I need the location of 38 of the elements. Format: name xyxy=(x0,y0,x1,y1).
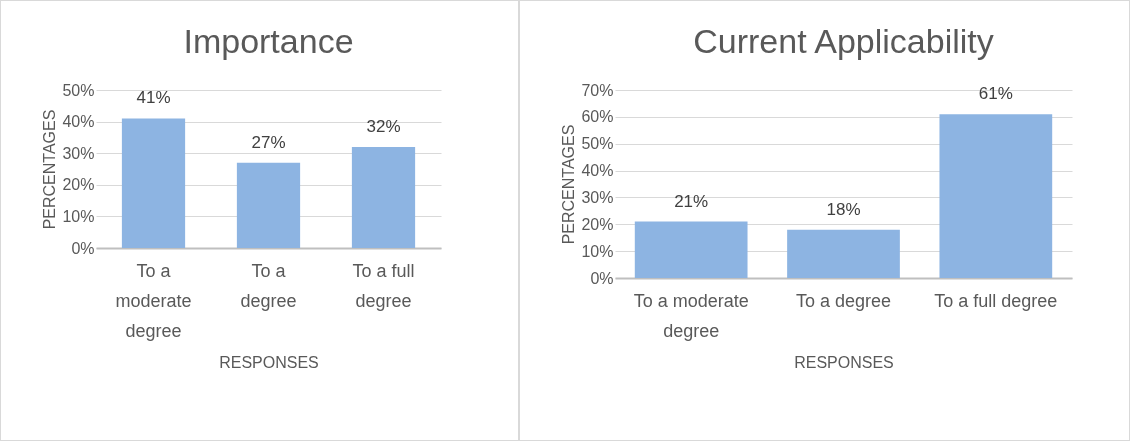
x-tick-label: To a degree xyxy=(795,290,892,311)
bar xyxy=(939,114,1053,278)
y-tick-label: 40% xyxy=(62,113,95,131)
x-axis-title: RESPONSES xyxy=(794,353,894,371)
chart-title: Current Applicability xyxy=(693,22,994,60)
y-axis-title: PERCENTAGES xyxy=(41,109,59,230)
y-tick-label: 0% xyxy=(71,239,95,257)
bar xyxy=(351,146,416,248)
x-axis-title: RESPONSES xyxy=(219,353,319,371)
bar xyxy=(634,221,748,278)
y-tick-label: 10% xyxy=(581,242,614,260)
y-tick-label: 40% xyxy=(581,162,614,180)
chart-title: Importance xyxy=(183,22,354,60)
data-label: 32% xyxy=(366,116,401,136)
data-label: 61% xyxy=(978,84,1013,104)
bar xyxy=(236,162,301,248)
bar xyxy=(787,229,900,278)
x-tick-label: To a full degree xyxy=(352,260,415,311)
x-tick-label: To a moderate degree xyxy=(633,290,749,341)
bar xyxy=(121,118,186,248)
y-tick-label: 20% xyxy=(581,215,614,233)
x-tick-label: To a degree xyxy=(240,260,297,311)
x-tick-label: To a full degree xyxy=(934,290,1058,311)
data-label: 18% xyxy=(826,199,861,219)
y-tick-label: 60% xyxy=(581,108,614,126)
x-tick-label: To a moderate degree xyxy=(115,260,192,341)
y-axis-title: PERCENTAGES xyxy=(560,124,578,245)
y-tick-label: 50% xyxy=(581,135,614,153)
y-tick-label: 0% xyxy=(590,269,614,287)
y-tick-label: 70% xyxy=(581,81,614,99)
data-label: 27% xyxy=(251,132,286,152)
y-tick-label: 30% xyxy=(581,188,614,206)
data-label: 41% xyxy=(136,88,171,108)
y-tick-label: 30% xyxy=(62,144,95,162)
y-tick-label: 20% xyxy=(62,176,95,194)
data-label: 21% xyxy=(674,191,709,211)
y-tick-label: 10% xyxy=(62,207,95,225)
y-tick-label: 50% xyxy=(62,81,95,99)
